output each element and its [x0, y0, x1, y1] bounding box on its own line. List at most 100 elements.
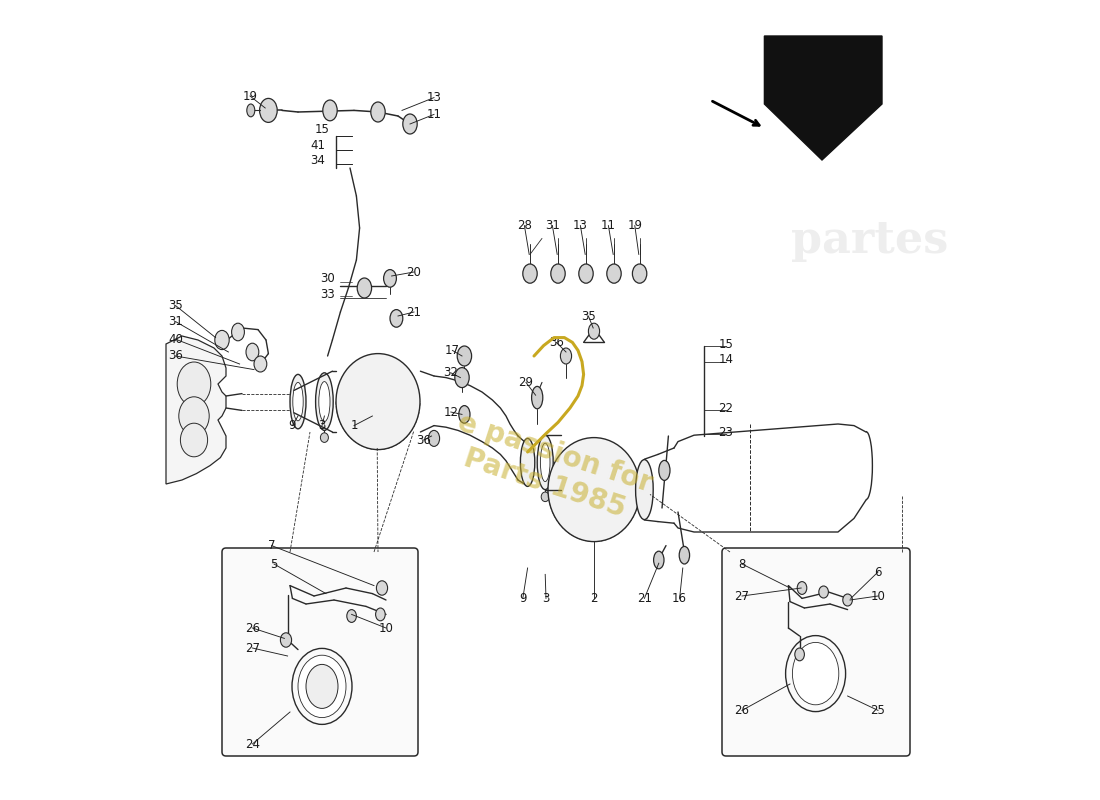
- Ellipse shape: [232, 323, 244, 341]
- Text: 33: 33: [320, 288, 336, 301]
- Ellipse shape: [384, 270, 396, 287]
- Ellipse shape: [177, 362, 211, 406]
- Ellipse shape: [280, 633, 292, 647]
- Text: 9: 9: [288, 419, 296, 432]
- Ellipse shape: [246, 104, 255, 117]
- Ellipse shape: [522, 264, 537, 283]
- Ellipse shape: [632, 264, 647, 283]
- Ellipse shape: [290, 374, 306, 429]
- Ellipse shape: [798, 582, 806, 594]
- Ellipse shape: [403, 114, 417, 134]
- Ellipse shape: [548, 438, 640, 542]
- Ellipse shape: [319, 382, 330, 422]
- Polygon shape: [166, 336, 226, 484]
- Ellipse shape: [653, 551, 664, 569]
- Ellipse shape: [358, 278, 372, 298]
- Text: 34: 34: [310, 154, 326, 166]
- Text: 19: 19: [627, 219, 642, 232]
- Text: 10: 10: [870, 590, 886, 602]
- Text: 36: 36: [168, 350, 183, 362]
- Text: 3: 3: [542, 592, 550, 605]
- Ellipse shape: [520, 438, 535, 486]
- Ellipse shape: [180, 423, 208, 457]
- Ellipse shape: [214, 330, 229, 350]
- Text: 31: 31: [544, 219, 560, 232]
- Text: 36: 36: [549, 336, 564, 349]
- Text: 25: 25: [870, 704, 886, 717]
- Ellipse shape: [795, 648, 804, 661]
- FancyBboxPatch shape: [222, 548, 418, 756]
- Ellipse shape: [459, 406, 470, 423]
- Text: 40: 40: [168, 333, 183, 346]
- FancyBboxPatch shape: [722, 548, 910, 756]
- Ellipse shape: [428, 430, 440, 446]
- Text: 29: 29: [518, 376, 534, 389]
- Ellipse shape: [579, 264, 593, 283]
- Text: 14: 14: [718, 354, 734, 366]
- Text: 30: 30: [320, 272, 336, 285]
- Text: 11: 11: [601, 219, 616, 232]
- Ellipse shape: [454, 367, 470, 387]
- Text: 20: 20: [407, 266, 421, 278]
- Text: 10: 10: [378, 622, 394, 634]
- Ellipse shape: [540, 443, 550, 482]
- Ellipse shape: [246, 343, 258, 361]
- Text: 26: 26: [735, 704, 749, 717]
- Ellipse shape: [376, 581, 387, 595]
- Text: 12: 12: [443, 406, 459, 418]
- Ellipse shape: [260, 98, 277, 122]
- Ellipse shape: [531, 386, 542, 409]
- Ellipse shape: [607, 264, 621, 283]
- Text: 21: 21: [637, 592, 652, 605]
- Ellipse shape: [537, 435, 553, 490]
- Ellipse shape: [551, 264, 565, 283]
- Ellipse shape: [371, 102, 385, 122]
- Text: e passion for
Parts 1985: e passion for Parts 1985: [444, 408, 656, 528]
- Ellipse shape: [316, 373, 333, 430]
- Ellipse shape: [293, 382, 304, 421]
- Text: 35: 35: [581, 310, 596, 322]
- Text: 9: 9: [519, 592, 527, 605]
- Ellipse shape: [375, 608, 385, 621]
- Text: 6: 6: [874, 566, 882, 578]
- Text: 19: 19: [242, 90, 257, 102]
- Ellipse shape: [792, 642, 839, 705]
- Polygon shape: [764, 36, 882, 160]
- Ellipse shape: [346, 610, 356, 622]
- Ellipse shape: [306, 664, 338, 709]
- Text: 7: 7: [268, 539, 275, 552]
- Text: 27: 27: [735, 590, 749, 602]
- Ellipse shape: [320, 433, 329, 442]
- Text: 24: 24: [245, 738, 260, 750]
- Text: 22: 22: [718, 402, 734, 414]
- Ellipse shape: [818, 586, 828, 598]
- Text: 35: 35: [168, 299, 183, 312]
- Text: 41: 41: [310, 139, 326, 152]
- Text: 1: 1: [350, 419, 358, 432]
- Text: 36: 36: [416, 434, 431, 446]
- Ellipse shape: [336, 354, 420, 450]
- Ellipse shape: [659, 461, 670, 480]
- Text: 31: 31: [168, 315, 183, 328]
- Ellipse shape: [322, 100, 338, 121]
- Text: 21: 21: [407, 306, 421, 318]
- Text: 15: 15: [315, 123, 329, 136]
- Text: 15: 15: [718, 338, 734, 350]
- Text: 13: 13: [427, 91, 441, 104]
- Text: 26: 26: [245, 622, 260, 634]
- Ellipse shape: [636, 459, 653, 520]
- Text: 23: 23: [718, 426, 734, 438]
- Ellipse shape: [679, 546, 690, 564]
- Text: partes: partes: [791, 218, 948, 262]
- Text: 8: 8: [738, 558, 746, 570]
- Text: 16: 16: [672, 592, 688, 605]
- Text: 13: 13: [573, 219, 587, 232]
- Ellipse shape: [541, 492, 549, 502]
- Text: 11: 11: [427, 108, 441, 121]
- Ellipse shape: [560, 348, 572, 364]
- Ellipse shape: [390, 310, 403, 327]
- Text: 5: 5: [271, 558, 277, 570]
- Text: 2: 2: [591, 592, 597, 605]
- Text: 28: 28: [517, 219, 531, 232]
- Ellipse shape: [588, 323, 600, 339]
